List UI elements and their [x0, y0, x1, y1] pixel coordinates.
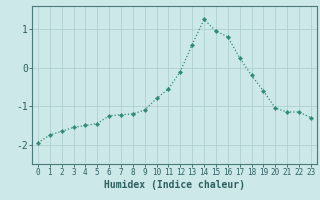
X-axis label: Humidex (Indice chaleur): Humidex (Indice chaleur) — [104, 180, 245, 190]
